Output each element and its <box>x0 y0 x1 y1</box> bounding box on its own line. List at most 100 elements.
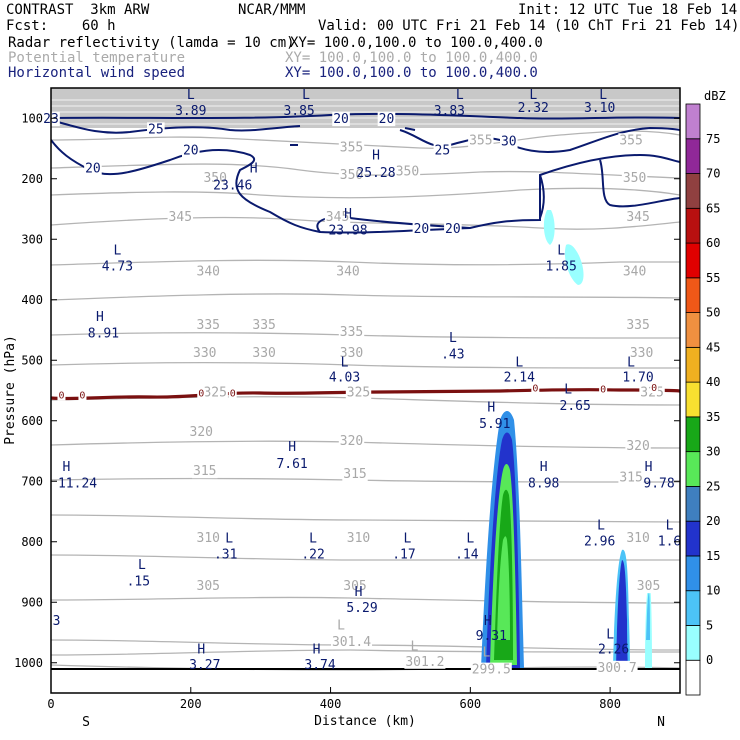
zero-contour-label: 0 <box>651 383 657 394</box>
zero-contour-label: 0 <box>600 384 606 395</box>
theta-contour-label-bg <box>625 210 651 225</box>
wind-extremum-label: L <box>557 243 565 258</box>
wind-extremum-label: 5.29 <box>346 601 377 616</box>
x-tick-label: 600 <box>459 697 481 711</box>
theta-contour-label-bg <box>621 264 648 279</box>
zero-label-bg <box>197 387 206 399</box>
wind-extremum-label: H <box>96 310 104 325</box>
theta-contour-label-bg <box>338 167 365 182</box>
theta-contour-label-bg <box>251 346 277 361</box>
theta-contour-label-bg <box>338 433 365 448</box>
wind-extremum-label: 3.10 <box>584 101 615 116</box>
theta-extremum-label: L <box>411 640 419 655</box>
theta-contour-label-bg <box>324 210 351 225</box>
x-axis-label: Distance (km) <box>314 714 416 729</box>
wind-extremum-label: 5.91 <box>479 417 510 432</box>
wind-extremum-label: 9.31 <box>476 629 507 644</box>
wind-extremum-label: .15 <box>127 574 150 589</box>
theta-contour-label-bg <box>345 385 372 400</box>
colorbar-level-label: 35 <box>706 410 720 424</box>
y-tick-label: 1000 <box>14 656 43 670</box>
wind-contours <box>51 112 680 234</box>
x-tick-label: 400 <box>320 697 342 711</box>
theta-contour-label-bg <box>192 464 218 479</box>
theta-contour-label-bg <box>195 317 221 332</box>
theta-contour-label: 345 <box>169 210 192 225</box>
wind-contour-label-bg <box>499 134 518 149</box>
field-wind: Horizontal wind speed <box>8 65 186 81</box>
theta-contour-label: 305 <box>343 579 366 594</box>
wind-extremum-label: H <box>62 460 70 475</box>
wind-extremum-label: L <box>597 519 605 534</box>
valid-time: Valid: 00 UTC Fri 21 Feb 14 (10 ChT Fri … <box>318 18 740 34</box>
theta-contour-label-bg <box>331 634 373 649</box>
wind-extremum-label: L <box>225 531 233 546</box>
zero-label-bg <box>57 389 66 401</box>
colorbar-level-label: 10 <box>706 584 720 598</box>
theta-contour-label: 345 <box>326 210 349 225</box>
wind-extremum-label: 25.28 <box>356 166 395 181</box>
wind-extremum-label: L <box>564 383 572 398</box>
y-tick-label: 500 <box>21 353 43 367</box>
theta-contour-label: 320 <box>626 439 649 454</box>
colorbar-swatch <box>685 138 701 174</box>
y-tick-label: 600 <box>21 414 43 428</box>
colorbar-level-label: 65 <box>706 201 720 215</box>
theta-contour-label: 340 <box>197 265 220 280</box>
wind-extremum-label: L <box>606 628 614 643</box>
theta-contour-label: 355 <box>340 141 363 156</box>
y-axis-label: Pressure (hPa) <box>3 335 18 445</box>
theta-contour-label-bg <box>338 346 365 361</box>
theta-contour-label-bg <box>335 264 361 279</box>
zero-label-bg <box>650 382 659 394</box>
y-tick-label: 100 <box>21 111 43 125</box>
zero-contour-label: 0 <box>532 384 538 395</box>
wind-extremum-label: 2.26 <box>598 643 629 658</box>
forecast-hour: Fcst: 60 h <box>6 18 116 34</box>
theta-contour-label-bg <box>596 660 638 675</box>
theta-extremum-label: L <box>337 618 345 633</box>
colorbar-level-label: 0 <box>706 653 713 667</box>
wind-contour-label-bg <box>444 222 462 237</box>
theta-contour-label-bg <box>345 530 372 545</box>
wind-extremum-label: L <box>627 355 635 370</box>
theta-contour-label-bg <box>404 654 446 669</box>
wind-extremum-label: H <box>645 460 653 475</box>
colorbar-swatch <box>685 625 701 661</box>
field-theta-xy: XY= 100.0,100.0 to 100.0,400.0 <box>285 50 538 66</box>
theta-contour-label-bg <box>167 210 193 225</box>
contour-labels: 350 350 350 355 355 355 350 345 345 345 340 340 340 3… <box>42 88 681 678</box>
wind-extremum-label: 3 <box>53 614 61 629</box>
theta-contour-label-bg <box>338 325 365 340</box>
init-time: Init: 12 UTC Tue 18 Feb 14 <box>518 2 738 18</box>
colorbar-level-label: 60 <box>706 236 720 250</box>
wind-contour-label: 20 <box>85 162 101 177</box>
colorbar-swatch <box>685 555 701 592</box>
y-tick-label: 700 <box>21 474 43 488</box>
wind-extremum-label: 1.85 <box>546 260 577 275</box>
colorbar: 0 5 10 15 20 25 30 35 40 45 50 55 60 65 70 75 dBZ <box>685 89 726 696</box>
wind-contour-label: 25 <box>148 122 164 137</box>
zero-contour-label: 0 <box>230 389 236 400</box>
wind-extremum-label: .43 <box>441 347 464 362</box>
colorbar-level-label: 5 <box>706 618 713 632</box>
theta-contour-label-bg <box>635 579 662 594</box>
field-wind-xy: XY= 100.0,100.0 to 100.0,400.0 <box>285 65 538 81</box>
theta-contour-label-bg <box>618 133 644 148</box>
theta-contour-label: 335 <box>252 318 275 333</box>
wind-extremum-label: L <box>599 88 607 103</box>
zero-label-bg <box>78 389 87 401</box>
theta-contour-label-bg <box>195 530 221 545</box>
wind-contour-label-bg <box>147 122 165 137</box>
theta-contour-label: 355 <box>619 133 642 148</box>
wind-contour-label: 20 <box>379 112 395 127</box>
colorbar-swatch <box>685 659 701 696</box>
wind-extremum-label: 9.78 <box>643 476 674 491</box>
wind-extremum-label: 4.73 <box>102 260 133 275</box>
wind-extremum-label: L <box>404 531 412 546</box>
wind-extremum-label: L <box>341 355 349 370</box>
wind-contour-label-bg <box>412 222 431 237</box>
theta-contour-label-bg <box>625 317 651 332</box>
colorbar-swatch <box>685 312 701 348</box>
wind-contour-label-bg <box>377 112 396 127</box>
